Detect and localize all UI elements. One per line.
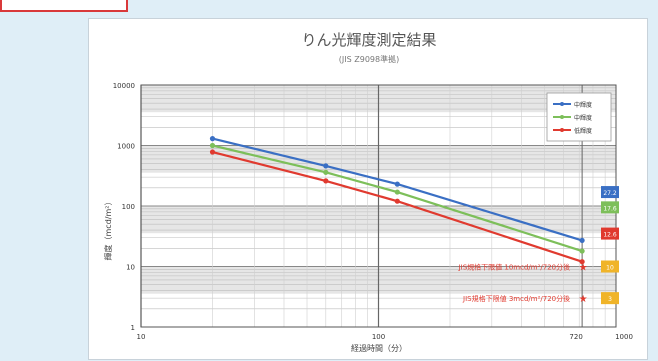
side-badge-text: 10 <box>606 265 614 272</box>
chart-panel: りん光輝度測定結果 (JIS Z9098準拠) 1 10 100 1000 10000 1… <box>88 18 648 360</box>
legend-marker <box>560 128 564 132</box>
side-badge-text: 12.6 <box>603 232 617 239</box>
legend-label: 低輝度 <box>574 127 592 135</box>
x-tick-label: 1000 <box>615 333 633 341</box>
legend-label: 中輝度 <box>574 114 592 122</box>
side-badge <box>601 292 619 305</box>
side-badges: 27.2 17.6 12.6 10 3 <box>601 186 619 305</box>
legend-marker <box>560 102 564 106</box>
side-badge <box>601 260 619 273</box>
series-line-2 <box>212 144 583 253</box>
x-axis-label: 経過時間（分） <box>351 343 407 353</box>
x-tick-label: 720 <box>569 333 582 341</box>
series-point <box>209 142 216 149</box>
y-tick-label: 10 <box>126 264 135 272</box>
side-badge <box>601 201 619 214</box>
legend-marker <box>560 115 564 119</box>
series-layer <box>209 136 585 265</box>
grid-lines <box>140 85 616 328</box>
threshold-layer: JIS規格下限値 10mcd/m²/720分後 ★ JIS規格下限値 3mcd/m²… <box>458 263 588 306</box>
y-tick-label: 100 <box>122 203 135 211</box>
side-badge-text: 3 <box>608 296 612 303</box>
threshold-star: ★ <box>579 294 588 305</box>
x-tick-label: 10 <box>137 333 146 341</box>
series-point <box>579 237 585 244</box>
legend-label: 中輝度 <box>574 101 592 109</box>
y-tick-label: 1 <box>131 324 135 332</box>
series-point <box>394 181 400 187</box>
y-axis-label: 輝度（mcd/m²） <box>103 198 113 261</box>
series-point <box>323 178 329 184</box>
side-badge-text: 27.2 <box>603 190 617 197</box>
series-point <box>394 189 400 195</box>
side-badge <box>601 227 619 240</box>
y-tick-label: 1000 <box>117 143 135 151</box>
phosphorescence-chart: りん光輝度測定結果 (JIS Z9098準拠) 1101001000100001… <box>103 31 633 353</box>
threshold-label: JIS規格下限値 3mcd/m²/720分後 <box>462 294 570 303</box>
y-tick-label: 10000 <box>113 82 135 90</box>
header-tab <box>0 0 128 12</box>
series-line-3 <box>212 150 583 263</box>
series-point <box>209 149 216 155</box>
threshold-star: ★ <box>579 263 588 274</box>
chart-title: りん光輝度測定結果 <box>301 31 436 49</box>
series-point <box>579 259 585 265</box>
side-badge-text: 17.6 <box>603 205 617 212</box>
x-tick-label: 100 <box>372 333 385 341</box>
series-point <box>209 136 216 142</box>
series-point <box>394 198 400 204</box>
series-point <box>579 248 585 254</box>
series-point <box>323 169 329 175</box>
threshold-label: JIS規格下限値 10mcd/m²/720分後 <box>458 263 571 272</box>
side-badge <box>601 186 619 199</box>
series-point <box>323 163 329 169</box>
chart-subtitle: (JIS Z9098準拠) <box>339 54 399 64</box>
series-line-1 <box>212 137 583 242</box>
